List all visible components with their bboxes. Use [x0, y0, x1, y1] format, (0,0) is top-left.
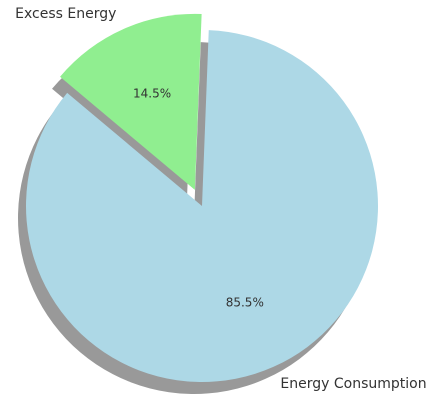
category-label-excess-energy: Excess Energy [15, 6, 116, 22]
category-label-energy-consumption: Energy Consumption [280, 376, 426, 392]
slice-layer [26, 13, 379, 382]
pct-label-excess-energy: 14.5% [133, 86, 171, 100]
pie-slice-excess-energy [60, 13, 202, 190]
pct-label-energy-consumption: 85.5% [226, 296, 264, 310]
label-layer: 85.5% Energy Consumption 14.5% Excess Energ… [15, 6, 426, 392]
pie-slice-energy-consumption [26, 30, 379, 382]
